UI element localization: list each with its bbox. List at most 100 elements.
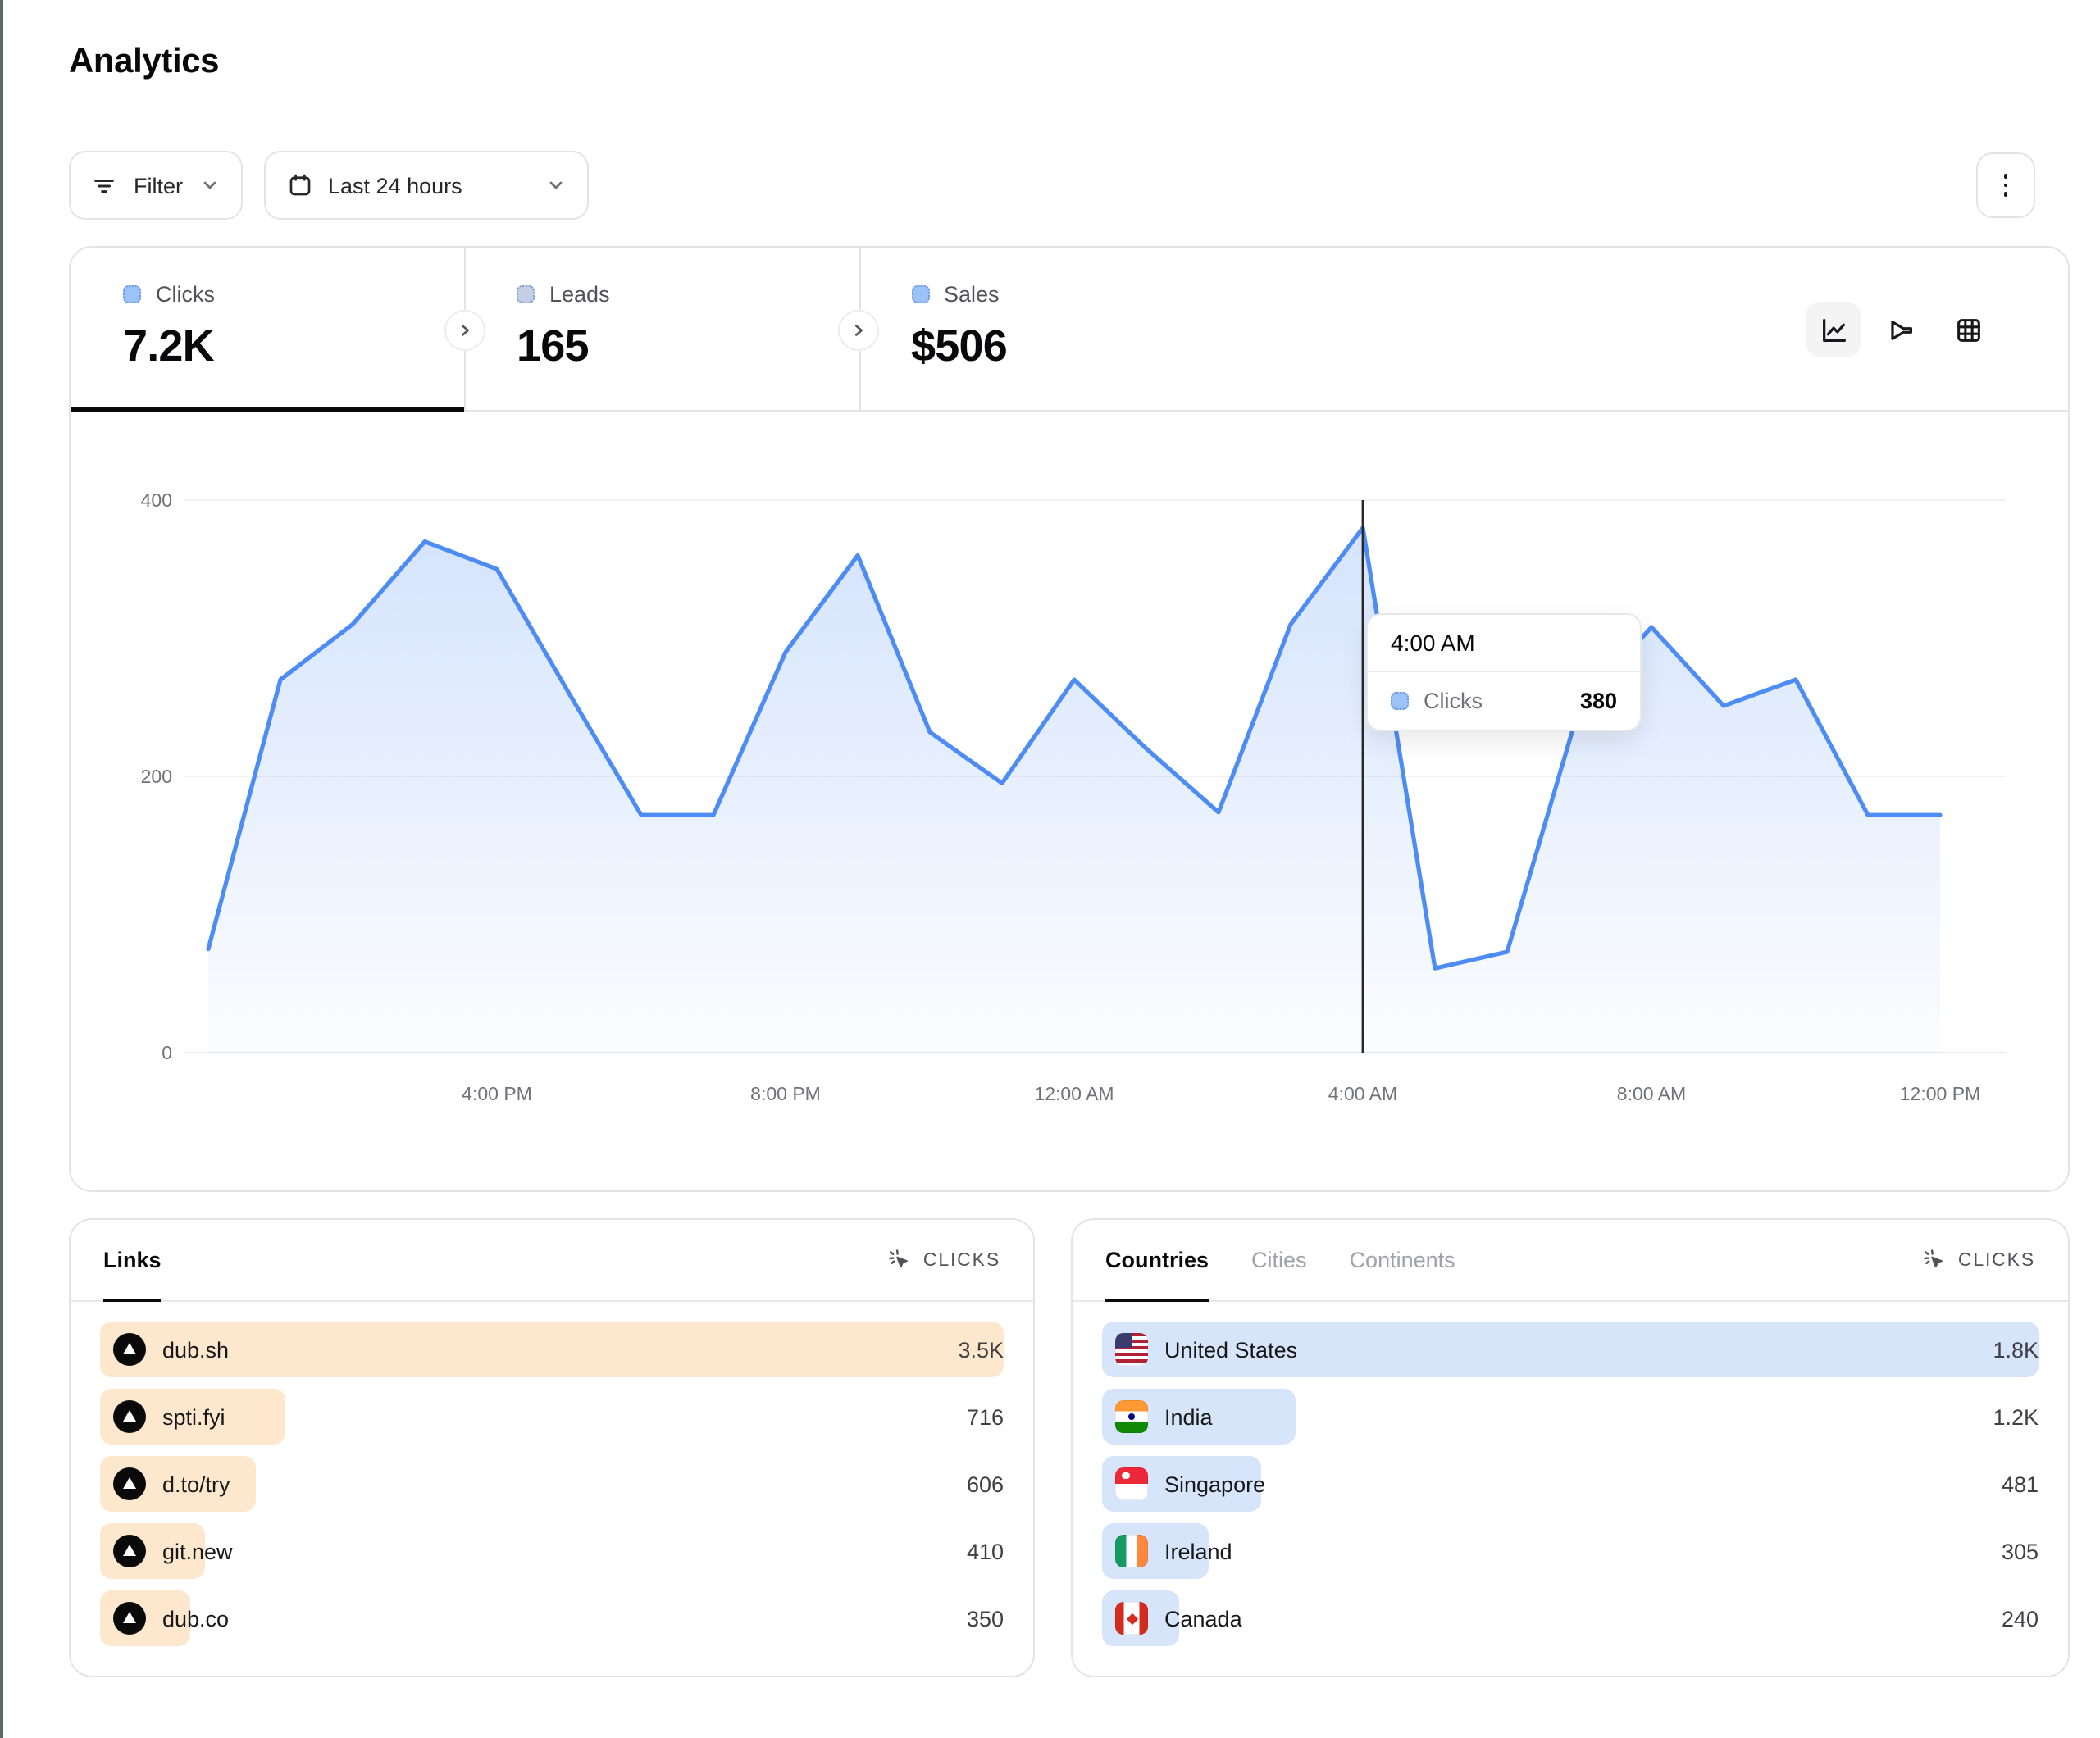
line-chart-view-button[interactable] <box>1806 302 1861 357</box>
calendar-icon <box>287 172 313 198</box>
x-axis-tick: 4:00 PM <box>462 1083 532 1104</box>
filter-button-label: Filter <box>134 173 183 198</box>
kebab-dot <box>2003 183 2008 188</box>
x-axis-tick: 8:00 PM <box>750 1083 821 1104</box>
line-chart-icon <box>1822 318 1845 341</box>
tab-clicks[interactable]: Clicks 7.2K <box>71 248 464 412</box>
geo-panel: Countries Cities Continents CLICKS Unite… <box>1071 1218 2070 1677</box>
list-item[interactable]: git.new 410 <box>100 1523 1004 1579</box>
flag-sg-icon <box>1115 1467 1148 1500</box>
list-item-content: spti.fyi <box>100 1400 954 1433</box>
list-item[interactable]: d.to/try 606 <box>100 1456 1004 1512</box>
y-axis-tick: 200 <box>141 766 172 787</box>
page-title: Analytics <box>69 43 220 80</box>
flag-us-icon <box>1115 1333 1148 1366</box>
filter-button[interactable]: Filter <box>69 151 243 220</box>
list-item-value: 1.8K <box>1993 1337 2039 1362</box>
table-view-button[interactable] <box>1940 302 1996 357</box>
stat-value: 7.2K <box>123 321 215 371</box>
dub-logo-icon <box>113 1400 146 1433</box>
chevron-down-icon <box>546 175 566 195</box>
list-item-label: spti.fyi <box>162 1404 225 1429</box>
list-item[interactable]: Ireland 305 <box>1102 1523 2039 1579</box>
expand-sales-button[interactable] <box>838 309 879 350</box>
table-grid-icon <box>1957 318 1979 341</box>
chart-view-switcher <box>1806 302 1996 357</box>
chevron-right-icon <box>460 324 468 335</box>
sales-legend-square-icon <box>911 285 929 303</box>
tab-cities[interactable]: Cities <box>1251 1248 1307 1272</box>
kebab-dot <box>2003 174 2008 179</box>
list-item-value: 240 <box>2001 1606 2039 1631</box>
tab-leads[interactable]: Leads 165 <box>464 248 859 410</box>
tab-continents[interactable]: Continents <box>1349 1248 1455 1272</box>
list-item-label: dub.sh <box>162 1337 230 1362</box>
links-panel: Links CLICKS dub.sh 3.5K spti.fyi 716 d.to/t… <box>69 1218 1035 1677</box>
list-item-value: 305 <box>2001 1539 2039 1563</box>
list-item-value: 481 <box>2001 1472 2039 1496</box>
list-item-label: United States <box>1164 1337 1298 1362</box>
more-options-button[interactable] <box>1976 152 2035 218</box>
flag-ie-icon <box>1115 1535 1148 1567</box>
kebab-dot <box>2003 191 2008 197</box>
x-axis-tick: 8:00 AM <box>1617 1083 1686 1104</box>
x-axis-tick: 12:00 AM <box>1034 1083 1114 1104</box>
tab-sales[interactable]: Sales $506 <box>859 248 1318 410</box>
list-item-label: India <box>1164 1404 1213 1429</box>
dub-logo-icon <box>113 1535 146 1567</box>
countries-list: United States 1.8K India 1.2K Singapore 481 Ir… <box>1102 1322 2039 1646</box>
list-item-label: Singapore <box>1164 1472 1266 1496</box>
expand-leads-button[interactable] <box>444 309 485 350</box>
funnel-view-button[interactable] <box>1873 302 1929 357</box>
date-range-button[interactable]: Last 24 hours <box>264 151 589 220</box>
leads-legend-square-icon <box>517 285 535 303</box>
list-item[interactable]: United States 1.8K <box>1102 1322 2039 1377</box>
cursor-click-icon <box>1924 1249 1943 1268</box>
list-item[interactable]: Singapore 481 <box>1102 1456 2039 1512</box>
clicks-line <box>206 525 1943 971</box>
window-edge <box>0 0 3 1738</box>
list-item[interactable]: India 1.2K <box>1102 1389 2039 1445</box>
y-axis-tick: 0 <box>162 1042 172 1063</box>
stat-value: $506 <box>911 321 1008 371</box>
value-bar <box>100 1322 1004 1377</box>
stats-tabs-row: Clicks 7.2K Leads 165 <box>71 248 2068 412</box>
list-item-content: d.to/try <box>100 1467 954 1500</box>
list-item[interactable]: spti.fyi 716 <box>100 1389 1004 1445</box>
list-item[interactable]: dub.sh 3.5K <box>100 1322 1004 1377</box>
list-item-content: dub.co <box>100 1602 954 1635</box>
list-item-content: Singapore <box>1102 1467 1988 1500</box>
metric-label: CLICKS <box>1957 1250 2035 1270</box>
clicks-metric-header[interactable]: CLICKS <box>887 1248 1000 1272</box>
list-item-label: git.new <box>162 1539 233 1563</box>
analytics-card: Clicks 7.2K Leads 165 <box>69 246 2070 1192</box>
metric-label: CLICKS <box>922 1250 1000 1270</box>
x-axis-tick: 12:00 PM <box>1900 1083 1980 1104</box>
stat-label: Leads <box>549 282 610 307</box>
x-axis-tick: 4:00 AM <box>1328 1083 1397 1104</box>
date-range-label: Last 24 hours <box>328 173 462 198</box>
list-item-content: Ireland <box>1102 1535 1988 1567</box>
links-list: dub.sh 3.5K spti.fyi 716 d.to/try 606 git.new 4… <box>100 1322 1004 1646</box>
list-item-value: 410 <box>966 1539 1004 1563</box>
list-item[interactable]: Canada 240 <box>1102 1590 2039 1646</box>
dub-logo-icon <box>113 1467 146 1500</box>
value-bar <box>1102 1322 2039 1377</box>
geo-panel-header: Countries Cities Continents CLICKS <box>1073 1220 2068 1302</box>
filter-icon <box>92 173 116 198</box>
tab-links[interactable]: Links <box>103 1220 162 1302</box>
area-fill <box>208 527 1940 1053</box>
clicks-metric-header[interactable]: CLICKS <box>1922 1248 2035 1272</box>
list-item[interactable]: dub.co 350 <box>100 1590 1004 1646</box>
clicks-chart[interactable]: 0 200 400 4:00 PM 8:00 PM 12:00 AM 4:00 AM 8:00… <box>71 412 2071 1194</box>
list-item-value: 716 <box>966 1404 1004 1429</box>
cursor-click-icon <box>889 1249 908 1268</box>
list-item-content: India <box>1102 1400 1979 1433</box>
list-item-content: git.new <box>100 1535 954 1567</box>
list-item-label: Canada <box>1164 1606 1242 1631</box>
list-item-content: United States <box>1102 1333 1979 1366</box>
chart-canvas[interactable]: 0 200 400 4:00 PM 8:00 PM 12:00 AM 4:00 AM 8:00… <box>71 412 2071 1194</box>
list-item-value: 1.2K <box>1993 1404 2039 1429</box>
tab-countries[interactable]: Countries <box>1105 1220 1209 1302</box>
